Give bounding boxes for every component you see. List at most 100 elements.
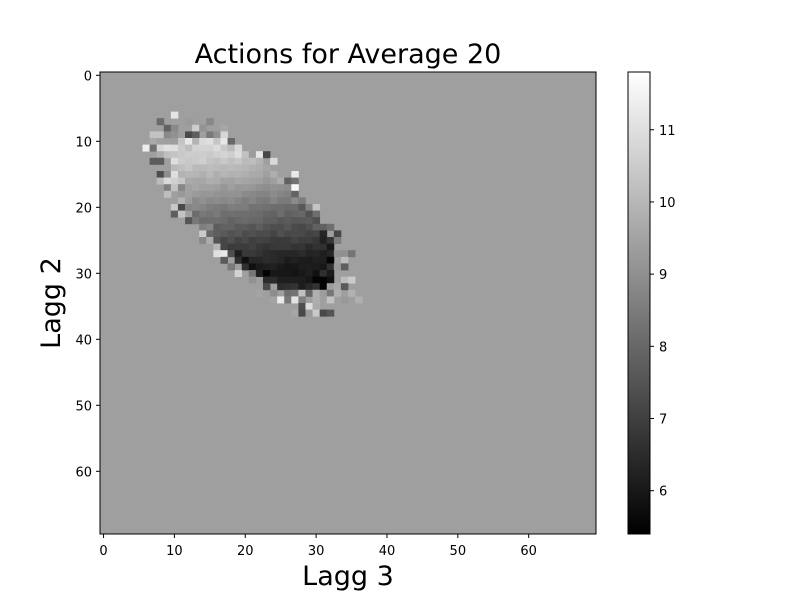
heatmap-cell [255,177,264,185]
heatmap-cell [156,138,165,145]
heatmap-cell [255,164,264,172]
heatmap-cell [312,263,321,271]
heatmap-cell [277,217,285,225]
heatmap-cell [333,283,342,291]
heatmap-cell [248,171,257,178]
heatmap-cell [284,296,292,304]
heatmap-cell [319,283,328,291]
colorbar-tick-label: 6 [659,485,667,500]
heatmap-cell [262,190,271,198]
heatmap-cell [291,243,299,251]
heatmap-cell [163,190,172,198]
heatmap-cell [248,256,257,264]
heatmap-cell [248,230,257,238]
y-tick-label: 40 [75,333,92,348]
heatmap-cell [291,210,299,218]
heatmap-cell [305,309,313,317]
heatmap-cell [220,131,228,139]
heatmap-cell [298,256,306,264]
heatmap-cell [270,256,278,264]
heatmap-cell [262,237,271,244]
heatmap-cell [262,243,271,251]
heatmap-cell [298,303,306,310]
heatmap-cell [170,111,179,119]
heatmap-cell [291,250,299,258]
heatmap-cell [156,118,165,126]
heatmap-cell [255,237,264,244]
heatmap-cell [305,223,313,231]
heatmap-cell [255,230,264,238]
heatmap-cell [234,190,243,198]
heatmap-cell [291,276,299,284]
heatmap-cell [248,210,257,218]
heatmap-cell [206,157,214,165]
heatmap-cell [326,237,335,244]
heatmap-cell [326,283,335,291]
heatmap-cell [227,243,236,251]
heatmap-cell [177,144,186,152]
heatmap-cell [156,151,165,159]
heatmap-cell [291,263,299,271]
heatmap-cell [291,184,299,192]
colorbar-tick-label: 8 [659,340,667,355]
heatmap-cell [305,217,313,225]
heatmap-cell [340,263,349,271]
heatmap-cell [319,270,328,277]
heatmap-cell [220,184,228,192]
heatmap-cell [305,276,313,284]
heatmap-cell [163,131,172,139]
heatmap-cell [163,124,172,132]
heatmap-cell [270,171,278,178]
heatmap-cell [149,157,158,165]
heatmap-cell [305,270,313,277]
heatmap-cell [227,237,236,244]
heatmap-cell [277,184,285,192]
heatmap-cell [199,164,207,172]
heatmap-cell [241,190,250,198]
heatmap-cell [234,250,243,258]
heatmap-cell [284,263,292,271]
heatmap-cell [270,190,278,198]
heatmap-cell [255,184,264,192]
heatmap-cell [277,256,285,264]
heatmap-cell [298,309,306,317]
heatmap-cell [248,197,257,205]
heatmap-cells [100,72,596,534]
heatmap-cell [241,243,250,251]
y-tick-label: 50 [75,399,92,414]
heatmap-cell [291,296,299,304]
heatmap-cell [199,151,207,159]
heatmap-cell [199,204,207,211]
heatmap-cell [319,230,328,238]
heatmap-cell [277,223,285,231]
heatmap-cell [170,204,179,211]
heatmap-cell [185,164,193,172]
heatmap-cell [170,210,179,218]
heatmap-cell [319,289,328,297]
heatmap-cell [262,230,271,238]
colorbar-gradient [627,71,651,535]
heatmap-cell [348,289,356,297]
colorbar: 6 7 8 9 10 11 [627,71,676,535]
plot-frame [99,71,597,535]
heatmap-cell [220,124,228,132]
heatmap-cell [206,144,214,152]
heatmap-cell [177,157,186,165]
heatmap-cell [227,223,236,231]
y-axis-label: Lagg 2 [36,257,67,349]
heatmap-cell [291,223,299,231]
heatmap-cell [333,289,342,297]
heatmap-cell [312,296,321,304]
heatmap-cell [291,204,299,211]
heatmap-cell [227,250,236,258]
heatmap-cell [234,184,243,192]
heatmap-cell [284,289,292,297]
heatmap-cell [298,270,306,277]
heatmap-cell [284,283,292,291]
heatmap-cell [270,217,278,225]
heatmap-cell [185,138,193,145]
heatmap-cell [206,210,214,218]
heatmap-cell [206,237,214,244]
heatmap-cell [255,190,264,198]
heatmap-cell [326,289,335,297]
